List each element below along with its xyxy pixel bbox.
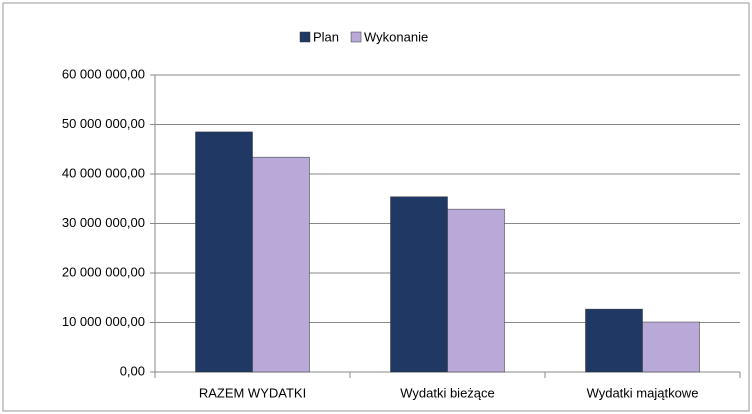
bar <box>642 321 700 373</box>
legend-swatch <box>299 31 311 43</box>
bar <box>585 308 643 373</box>
bar <box>447 208 505 373</box>
x-tick-label: RAZEM WYDATKI <box>199 385 306 400</box>
legend-swatch <box>350 31 362 43</box>
legend-label: Plan <box>313 29 339 44</box>
x-tick-label: Wydatki majątkowe <box>587 385 699 400</box>
y-tick-label: 40 000 000,00 <box>62 165 145 180</box>
y-tick-label: 0,00 <box>120 363 145 378</box>
y-tick-label: 50 000 000,00 <box>62 116 145 131</box>
y-tick-label: 60 000 000,00 <box>62 66 145 81</box>
y-tick-label: 30 000 000,00 <box>62 215 145 230</box>
bar <box>252 156 310 373</box>
y-tick-label: 10 000 000,00 <box>62 314 145 329</box>
y-tick-label: 20 000 000,00 <box>62 264 145 279</box>
x-tick-label: Wydatki bieżące <box>400 385 495 400</box>
bar <box>195 131 253 373</box>
legend-label: Wykonanie <box>364 29 428 44</box>
bar <box>390 196 448 373</box>
